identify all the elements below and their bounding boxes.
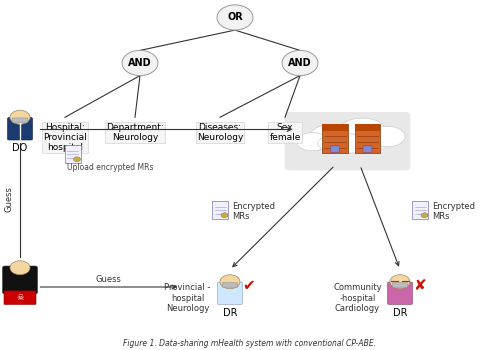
Text: Guess: Guess bbox=[96, 275, 122, 284]
Circle shape bbox=[282, 50, 318, 76]
Text: DR: DR bbox=[223, 308, 238, 318]
Text: Figure 1. Data-sharing mHealth system with conventional CP-ABE.: Figure 1. Data-sharing mHealth system wi… bbox=[124, 339, 376, 348]
Text: AND: AND bbox=[288, 58, 312, 68]
Text: Hospital:
Provincial
hospital: Hospital: Provincial hospital bbox=[43, 122, 87, 152]
FancyBboxPatch shape bbox=[330, 146, 340, 152]
Circle shape bbox=[220, 275, 240, 289]
FancyBboxPatch shape bbox=[355, 124, 380, 131]
Text: Department:
Neurology: Department: Neurology bbox=[106, 122, 164, 142]
Text: DR: DR bbox=[393, 308, 407, 318]
Text: ✘: ✘ bbox=[412, 278, 426, 293]
Ellipse shape bbox=[340, 118, 385, 141]
FancyBboxPatch shape bbox=[412, 201, 428, 219]
FancyBboxPatch shape bbox=[222, 282, 238, 287]
Text: DO: DO bbox=[12, 143, 28, 153]
Text: Community
-hospital
Cardiology: Community -hospital Cardiology bbox=[333, 284, 382, 313]
Circle shape bbox=[122, 50, 158, 76]
FancyBboxPatch shape bbox=[212, 201, 228, 219]
Text: AND: AND bbox=[128, 58, 152, 68]
FancyBboxPatch shape bbox=[392, 282, 407, 287]
Text: ✔: ✔ bbox=[242, 278, 256, 293]
FancyBboxPatch shape bbox=[284, 112, 410, 170]
Text: Provincial -
hospital
Neurology: Provincial - hospital Neurology bbox=[164, 284, 210, 313]
Ellipse shape bbox=[370, 126, 405, 147]
Circle shape bbox=[421, 213, 428, 218]
FancyBboxPatch shape bbox=[4, 291, 36, 304]
FancyBboxPatch shape bbox=[322, 124, 347, 153]
FancyBboxPatch shape bbox=[355, 124, 380, 153]
Text: Guess: Guess bbox=[4, 186, 14, 211]
FancyBboxPatch shape bbox=[388, 282, 412, 304]
Ellipse shape bbox=[296, 133, 329, 151]
Text: Diseases:
Neurology: Diseases: Neurology bbox=[197, 122, 243, 142]
Circle shape bbox=[74, 157, 80, 162]
FancyBboxPatch shape bbox=[64, 145, 80, 163]
Circle shape bbox=[10, 110, 30, 124]
Circle shape bbox=[390, 275, 410, 289]
FancyBboxPatch shape bbox=[8, 118, 32, 140]
Text: OR: OR bbox=[227, 13, 243, 22]
Text: Encrypted
MRs: Encrypted MRs bbox=[232, 202, 276, 222]
Text: Sex
female: Sex female bbox=[270, 122, 300, 142]
Circle shape bbox=[10, 261, 30, 275]
Circle shape bbox=[221, 213, 228, 218]
Ellipse shape bbox=[310, 124, 355, 149]
Text: ☠: ☠ bbox=[16, 293, 24, 302]
FancyBboxPatch shape bbox=[363, 146, 372, 152]
Ellipse shape bbox=[318, 134, 378, 153]
FancyBboxPatch shape bbox=[2, 266, 37, 294]
FancyBboxPatch shape bbox=[12, 118, 28, 123]
FancyBboxPatch shape bbox=[218, 282, 242, 304]
Text: Encrypted
MRs: Encrypted MRs bbox=[432, 202, 476, 222]
Text: Upload encrypted MRs: Upload encrypted MRs bbox=[67, 163, 153, 172]
Circle shape bbox=[217, 5, 253, 30]
FancyBboxPatch shape bbox=[322, 124, 347, 131]
